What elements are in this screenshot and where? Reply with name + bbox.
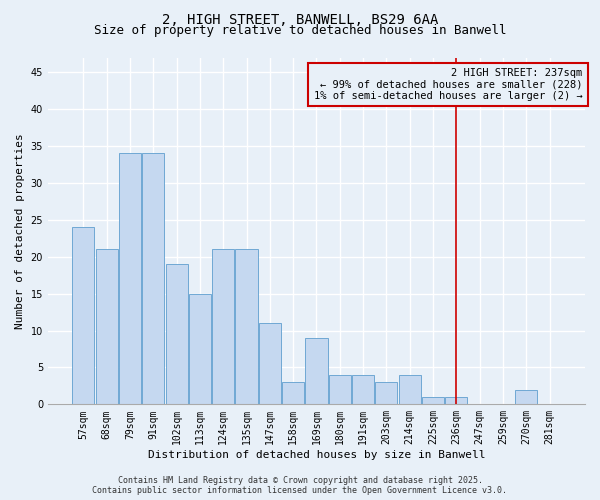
Bar (398, 375, 421, 404)
X-axis label: Distribution of detached houses by size in Banwell: Distribution of detached houses by size … (148, 450, 485, 460)
Bar (259, 323, 281, 404)
Bar (515, 390, 537, 404)
Bar (422, 397, 444, 404)
Bar (119, 154, 141, 404)
Bar (282, 382, 304, 404)
Bar (235, 250, 257, 404)
Bar (166, 264, 188, 404)
Bar (95, 250, 118, 404)
Text: 2 HIGH STREET: 237sqm
← 99% of detached houses are smaller (228)
1% of semi-deta: 2 HIGH STREET: 237sqm ← 99% of detached … (314, 68, 583, 101)
Bar (142, 154, 164, 404)
Bar (305, 338, 328, 404)
Bar (73, 227, 94, 404)
Bar (352, 375, 374, 404)
Text: 2, HIGH STREET, BANWELL, BS29 6AA: 2, HIGH STREET, BANWELL, BS29 6AA (162, 12, 438, 26)
Bar (445, 397, 467, 404)
Bar (212, 250, 235, 404)
Bar (329, 375, 351, 404)
Bar (189, 294, 211, 405)
Text: Size of property relative to detached houses in Banwell: Size of property relative to detached ho… (94, 24, 506, 37)
Text: Contains HM Land Registry data © Crown copyright and database right 2025.
Contai: Contains HM Land Registry data © Crown c… (92, 476, 508, 495)
Bar (376, 382, 397, 404)
Y-axis label: Number of detached properties: Number of detached properties (15, 133, 25, 329)
